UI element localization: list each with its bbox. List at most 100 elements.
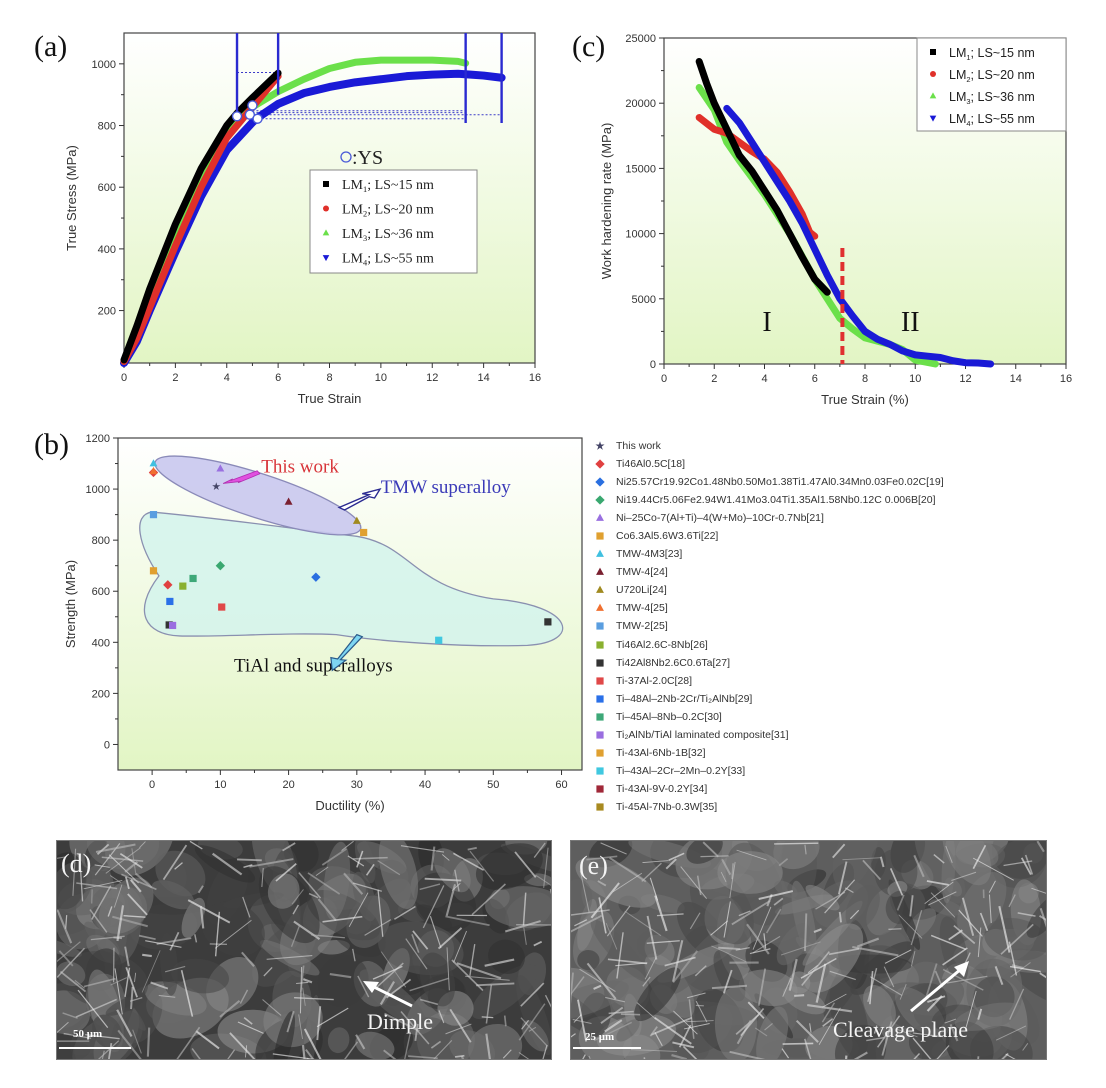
panel-label-e: (e) bbox=[579, 851, 608, 880]
y-tick-label: 800 bbox=[98, 121, 116, 133]
ys-circle-icon bbox=[340, 151, 352, 163]
legend-item: Ti42Al8Nb2.6C0.6Ta[27] bbox=[592, 654, 1102, 672]
y-tick-label: 200 bbox=[98, 306, 116, 318]
square-marker-icon bbox=[149, 511, 158, 519]
y-tick-label: 800 bbox=[92, 535, 110, 547]
legend-label: LM3; LS~36 nm bbox=[949, 90, 1035, 106]
legend-item: Ti–48Al–2Nb-2Cr/Ti₂AlNb[29] bbox=[592, 690, 1102, 708]
y-tick-label: 5000 bbox=[632, 294, 656, 306]
yield-strength-point bbox=[247, 100, 258, 111]
legend-item: Ti₂AlNb/TiAl laminated composite[31] bbox=[592, 726, 1102, 744]
square-marker-icon bbox=[596, 677, 604, 685]
y-axis-title: Strength (MPa) bbox=[63, 560, 78, 648]
y-tick-label: 1000 bbox=[86, 484, 110, 496]
legend-label: Ti–43Al–2Cr–2Mn–0.2Y[33] bbox=[616, 764, 746, 777]
y-tick-label: 10000 bbox=[625, 229, 656, 241]
y-tick-label: 25000 bbox=[625, 33, 656, 45]
square-marker-icon bbox=[596, 713, 604, 721]
square-marker-icon bbox=[596, 803, 604, 811]
legend-label: U720Li[24] bbox=[616, 584, 667, 597]
legend-item: Ti-37Al-2.0C[28] bbox=[592, 672, 1102, 690]
diamond-marker-icon bbox=[595, 459, 605, 469]
legend-label: Ti₂AlNb/TiAl laminated composite[31] bbox=[616, 728, 789, 741]
legend-label: LM4; LS~55 nm bbox=[342, 252, 434, 268]
data-series-line bbox=[695, 57, 831, 296]
x-tick-label: 60 bbox=[555, 779, 567, 791]
legend-box bbox=[309, 169, 478, 274]
panel-label-a: (a) bbox=[34, 30, 68, 63]
y-tick-label: 600 bbox=[92, 586, 110, 598]
legend-label: Ni–25Co-7(Al+Ti)–4(W+Mo)–10Cr-0.7Nb[21] bbox=[616, 512, 824, 525]
yield-strength-point bbox=[231, 111, 243, 122]
legend-label: Ti42Al8Nb2.6C0.6Ta[27] bbox=[616, 656, 731, 669]
triangle-up-marker-icon bbox=[149, 459, 158, 467]
x-tick-label: 12 bbox=[959, 373, 971, 385]
triangle-down-marker-icon bbox=[929, 115, 937, 122]
legend-label: Ti-45Al-7Nb-0.3W[35] bbox=[616, 800, 718, 813]
tial-superalloys-region bbox=[139, 511, 564, 647]
data-series-line bbox=[723, 104, 995, 368]
legend-item: Ni19.44Cr5.06Fe2.94W1.41Mo3.04Ti1.35Al1.… bbox=[592, 491, 1102, 509]
x-tick-label: 12 bbox=[426, 372, 438, 384]
dimple-annotation: Dimple bbox=[367, 1009, 433, 1034]
square-marker-icon bbox=[149, 567, 158, 575]
panel-label-c: (c) bbox=[572, 30, 606, 63]
star-marker-icon bbox=[212, 482, 221, 491]
legend-label: LM2; LS~20 nm bbox=[949, 68, 1035, 84]
fracture-surface-texture bbox=[57, 841, 551, 1059]
legend-item: U720Li[24] bbox=[592, 581, 1102, 599]
diamond-marker-icon bbox=[311, 572, 321, 582]
x-tick-label: 2 bbox=[172, 372, 178, 384]
x-tick-label: 10 bbox=[214, 779, 226, 791]
x-tick-label: 14 bbox=[478, 372, 490, 384]
tmw-superalloy-annotation: TMW superalloy bbox=[381, 477, 511, 498]
legend-box bbox=[916, 37, 1067, 132]
data-series-line bbox=[120, 69, 282, 364]
square-marker-icon bbox=[596, 767, 604, 775]
triangle-up-marker-icon bbox=[352, 516, 361, 524]
square-marker-icon bbox=[544, 618, 552, 626]
tial-annotation: TiAl and superalloys bbox=[234, 656, 393, 677]
triangle-up-marker-icon bbox=[596, 549, 604, 558]
this-work-arrow-icon bbox=[222, 470, 261, 484]
legend-item: Ni25.57Cr19.92Co1.48Nb0.50Mo1.38Ti1.47Al… bbox=[592, 473, 1102, 491]
triangle-up-marker-icon bbox=[284, 497, 293, 505]
x-tick-label: 6 bbox=[812, 373, 818, 385]
legend-item: TMW-4[24] bbox=[592, 563, 1102, 581]
x-tick-label: 50 bbox=[487, 779, 499, 791]
legend-label: This work bbox=[616, 440, 661, 453]
legend-label: LM4; LS~55 nm bbox=[949, 112, 1035, 128]
x-tick-label: 40 bbox=[419, 779, 431, 791]
diamond-marker-icon bbox=[215, 561, 226, 571]
diamond-marker-icon bbox=[595, 477, 605, 487]
square-marker-icon bbox=[360, 528, 368, 537]
square-marker-icon bbox=[189, 574, 197, 583]
legend-label: TMW-4[24] bbox=[616, 566, 668, 579]
legend-label: Ti–45Al–8Nb–0.2C[30] bbox=[616, 710, 722, 723]
square-marker-icon bbox=[596, 785, 604, 793]
sem-image-cleavage: (e) Cleavage plane 25 μm bbox=[570, 840, 1047, 1060]
legend-label: Ti–48Al–2Nb-2Cr/Ti₂AlNb[29] bbox=[616, 692, 753, 705]
legend-item: Ti–43Al–2Cr–2Mn–0.2Y[33] bbox=[592, 762, 1102, 780]
triangle-up-marker-icon bbox=[322, 229, 330, 236]
triangle-up-marker-icon bbox=[596, 604, 604, 612]
legend-label: TMW-4M3[23] bbox=[616, 548, 683, 561]
square-marker-icon bbox=[596, 658, 604, 667]
x-tick-label: 30 bbox=[351, 779, 363, 791]
panel-label-b: (b) bbox=[34, 428, 69, 461]
square-marker-icon bbox=[930, 49, 936, 55]
square-marker-icon bbox=[435, 636, 443, 644]
legend-label: Ni25.57Cr19.92Co1.48Nb0.50Mo1.38Ti1.47Al… bbox=[616, 476, 944, 489]
scale-label-e: 25 μm bbox=[585, 1031, 615, 1043]
triangle-up-marker-icon bbox=[596, 513, 604, 522]
fracture-surface-texture bbox=[571, 841, 1046, 1059]
star-marker-icon bbox=[595, 441, 605, 450]
legend-label: Ti46Al0.5C[18] bbox=[616, 458, 686, 471]
legend-item: Ti46Al2.6C-8Nb[26] bbox=[592, 636, 1102, 654]
stage-label: I bbox=[762, 307, 771, 338]
x-tick-label: 4 bbox=[224, 372, 230, 384]
square-marker-icon bbox=[596, 532, 604, 540]
x-tick-label: 0 bbox=[121, 372, 127, 384]
